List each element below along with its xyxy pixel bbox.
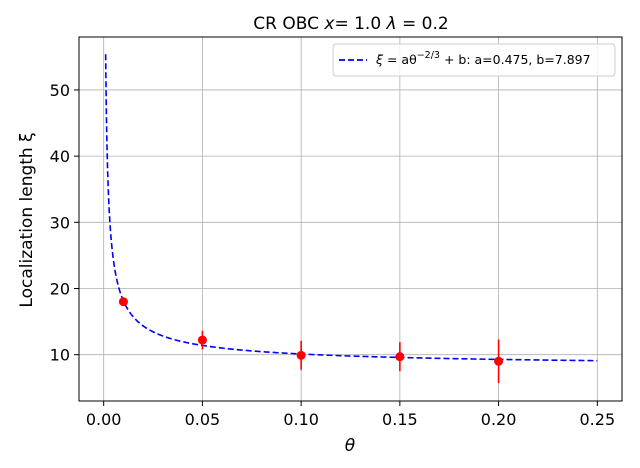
- data-point: [197, 335, 207, 345]
- x-tick-label: 0.20: [481, 410, 517, 429]
- y-tick-label: 40: [50, 147, 70, 166]
- x-tick-label: 0.05: [185, 410, 221, 429]
- plot-frame: [78, 36, 623, 402]
- x-tick-label: 0.25: [580, 410, 616, 429]
- axis-ticks: 0.00 0.05 0.10 0.15 0.20 0.25 10 20 30 40 50: [50, 81, 615, 429]
- grid-lines: [79, 37, 622, 401]
- x-tick-label: 0.10: [283, 410, 319, 429]
- y-axis-label: Localization length ξ: [17, 132, 37, 307]
- legend: ξ = aθ−2/3 + b: a=0.475, b=7.897: [332, 43, 616, 77]
- fit-curve-line: [104, 54, 598, 362]
- data-point: [395, 352, 405, 362]
- plot-content: [104, 54, 598, 384]
- legend-box: [332, 43, 616, 77]
- data-point: [494, 356, 504, 366]
- chart-title: CR OBC x= 1.0 λ = 0.2: [253, 14, 448, 34]
- x-tick-label: 0.00: [86, 410, 122, 429]
- legend-fit-label: ξ = aθ−2/3 + b: a=0.475, b=7.897: [375, 50, 591, 67]
- y-tick-label: 30: [50, 213, 70, 232]
- y-tick-label: 50: [50, 81, 70, 100]
- data-point: [118, 297, 128, 307]
- y-tick-label: 10: [50, 346, 70, 365]
- x-axis-label: θ: [345, 436, 356, 456]
- data-point: [296, 350, 306, 360]
- y-tick-label: 20: [50, 279, 70, 298]
- x-tick-label: 0.15: [382, 410, 418, 429]
